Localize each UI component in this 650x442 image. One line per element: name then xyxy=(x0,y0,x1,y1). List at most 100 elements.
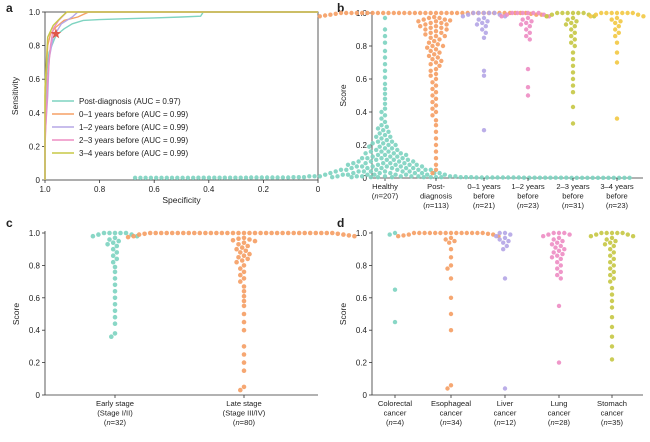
score-point xyxy=(570,76,576,82)
y-axis-label: Score xyxy=(338,84,348,106)
score-point xyxy=(349,10,354,16)
score-point xyxy=(444,10,449,16)
score-point xyxy=(423,27,428,32)
score-point xyxy=(613,33,618,39)
score-point xyxy=(625,232,630,237)
category-label: before xyxy=(517,192,539,201)
score-point xyxy=(433,175,439,180)
score-point xyxy=(511,175,516,180)
score-point xyxy=(236,236,241,241)
score-point xyxy=(433,129,439,134)
score-point xyxy=(480,27,485,32)
score-point xyxy=(448,247,454,252)
score-point xyxy=(608,279,613,284)
score-point xyxy=(609,235,615,241)
score-point xyxy=(433,156,439,161)
score-point xyxy=(423,32,428,37)
score-point xyxy=(239,245,245,250)
score-point xyxy=(562,230,567,236)
score-point xyxy=(412,10,418,16)
score-point xyxy=(448,328,454,333)
score-point xyxy=(319,230,324,236)
score-point xyxy=(191,175,196,180)
score-point xyxy=(375,175,381,180)
score-point xyxy=(481,68,487,74)
score-point xyxy=(241,298,247,304)
score-point xyxy=(398,164,403,169)
score-point xyxy=(354,174,359,179)
score-point xyxy=(196,175,201,180)
score-point xyxy=(570,15,576,21)
score-point xyxy=(307,230,313,236)
score-point xyxy=(313,230,319,236)
score-point xyxy=(247,237,252,242)
score-point xyxy=(460,14,466,19)
score-point xyxy=(335,174,340,179)
category-label: (n=34) xyxy=(440,418,463,427)
score-point xyxy=(422,230,427,236)
score-point xyxy=(114,243,120,249)
score-point xyxy=(407,10,412,16)
score-point xyxy=(333,11,338,16)
category-label: 0–1 years xyxy=(467,182,501,191)
category-label: (n=23) xyxy=(517,201,540,210)
score-point xyxy=(389,165,395,171)
score-point xyxy=(396,234,401,239)
score-point xyxy=(428,48,433,54)
y-tick-label: 0 xyxy=(36,391,41,400)
score-point xyxy=(474,175,479,180)
category-label: diagnosis xyxy=(420,192,452,201)
score-point xyxy=(107,230,112,236)
score-point xyxy=(433,10,439,16)
score-point xyxy=(374,134,379,139)
score-point xyxy=(616,24,621,29)
legend-entry: Post-diagnosis (AUC = 0.97) xyxy=(79,97,181,106)
score-point xyxy=(425,45,430,50)
score-point xyxy=(635,12,641,17)
score-point xyxy=(403,172,409,177)
score-point xyxy=(419,164,425,169)
score-point xyxy=(608,253,613,258)
score-point xyxy=(222,175,227,180)
score-point xyxy=(391,10,396,16)
score-point xyxy=(524,20,529,26)
score-point xyxy=(464,230,469,236)
score-point xyxy=(359,156,365,161)
score-point xyxy=(570,63,576,68)
score-point xyxy=(532,175,537,180)
score-point xyxy=(340,172,345,177)
score-point xyxy=(458,175,463,180)
category-label: 2–3 years xyxy=(556,182,590,191)
x-tick-label: 0.6 xyxy=(149,185,161,194)
score-point xyxy=(449,10,454,16)
score-point xyxy=(558,256,563,262)
score-point xyxy=(230,238,236,243)
y-axis-label: Sensitivity xyxy=(10,76,20,115)
score-point xyxy=(402,10,407,16)
score-point xyxy=(169,175,175,180)
score-point xyxy=(564,175,569,180)
score-point xyxy=(604,230,609,236)
score-point xyxy=(370,154,375,159)
score-point xyxy=(302,230,308,236)
score-point xyxy=(625,10,630,16)
x-tick-label: 0.2 xyxy=(258,185,270,194)
score-point xyxy=(241,352,247,357)
score-point xyxy=(551,250,556,255)
score-point xyxy=(549,255,555,260)
score-point xyxy=(428,25,433,30)
score-point xyxy=(393,162,398,167)
category-label: (n=4) xyxy=(386,418,404,427)
score-point xyxy=(494,234,499,239)
score-point xyxy=(382,106,388,111)
score-point xyxy=(112,314,118,320)
score-point xyxy=(233,175,238,180)
score-point xyxy=(307,174,312,179)
score-point xyxy=(439,20,444,26)
score-point xyxy=(525,10,531,16)
score-point xyxy=(110,259,116,265)
score-point xyxy=(430,113,435,118)
score-point xyxy=(529,19,534,24)
score-point xyxy=(296,230,302,236)
category-label: Healthy xyxy=(372,182,398,191)
